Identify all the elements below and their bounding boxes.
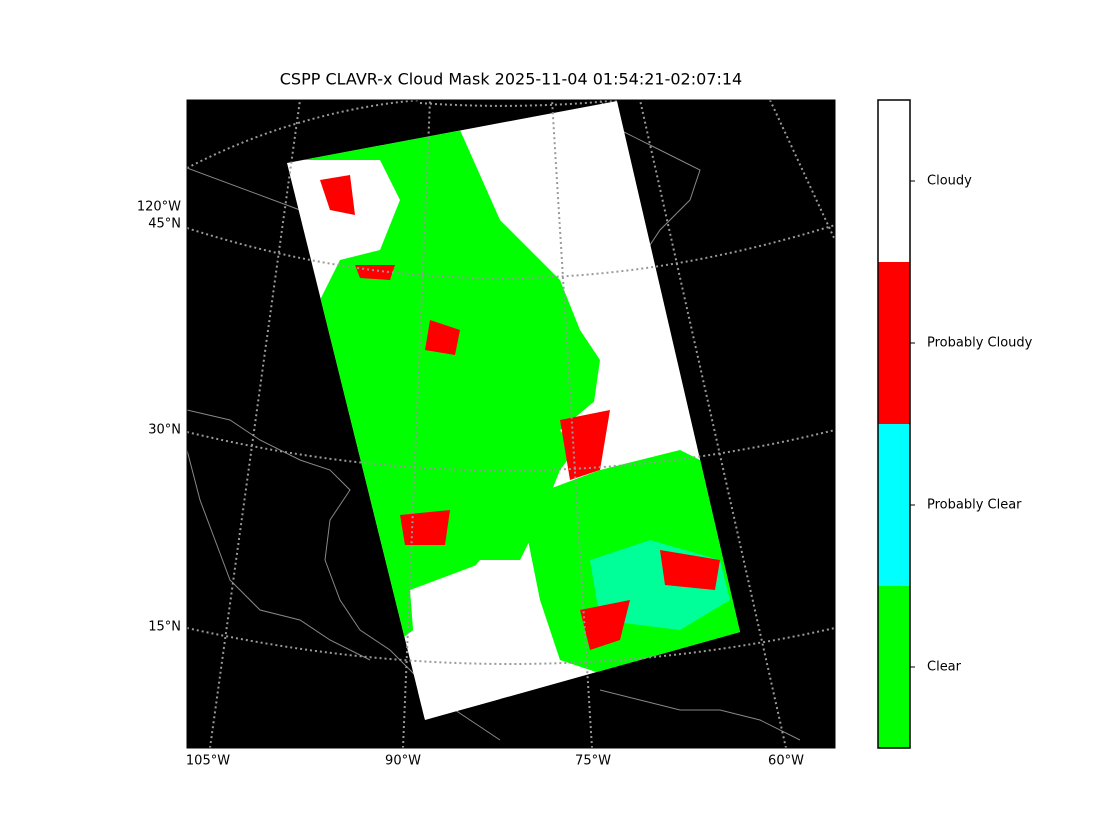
colorbar-segment <box>878 100 910 262</box>
colorbar-segment <box>878 586 910 748</box>
colorbar-label: Clear <box>927 660 962 675</box>
colorbar-label: Probably Clear <box>927 498 1022 513</box>
title: CSPP CLAVR-x Cloud Mask 2025-11-04 01:54… <box>280 70 742 89</box>
colorbar-segment <box>878 262 910 424</box>
longitude-label: 90°W <box>385 754 421 769</box>
longitude-label: 60°W <box>768 754 804 769</box>
longitude-label: 105°W <box>186 754 230 769</box>
longitude-label: 75°W <box>575 754 611 769</box>
latitude-label: 120°W <box>137 200 181 215</box>
map-frame <box>186 99 836 749</box>
latitude-label: 30°N <box>148 423 181 438</box>
colorbar-segment <box>878 424 910 586</box>
colorbar-label: Cloudy <box>927 174 972 189</box>
map <box>187 100 835 748</box>
graticule <box>187 100 835 748</box>
latitude-label: 15°N <box>148 620 181 635</box>
latitude-label: 45°N <box>148 217 181 232</box>
colorbar-frame <box>877 99 911 749</box>
colorbar: Clear Probably Clear Probably Cloudy Cloudy <box>877 99 1033 749</box>
colorbar-label: Probably Cloudy <box>927 336 1033 351</box>
